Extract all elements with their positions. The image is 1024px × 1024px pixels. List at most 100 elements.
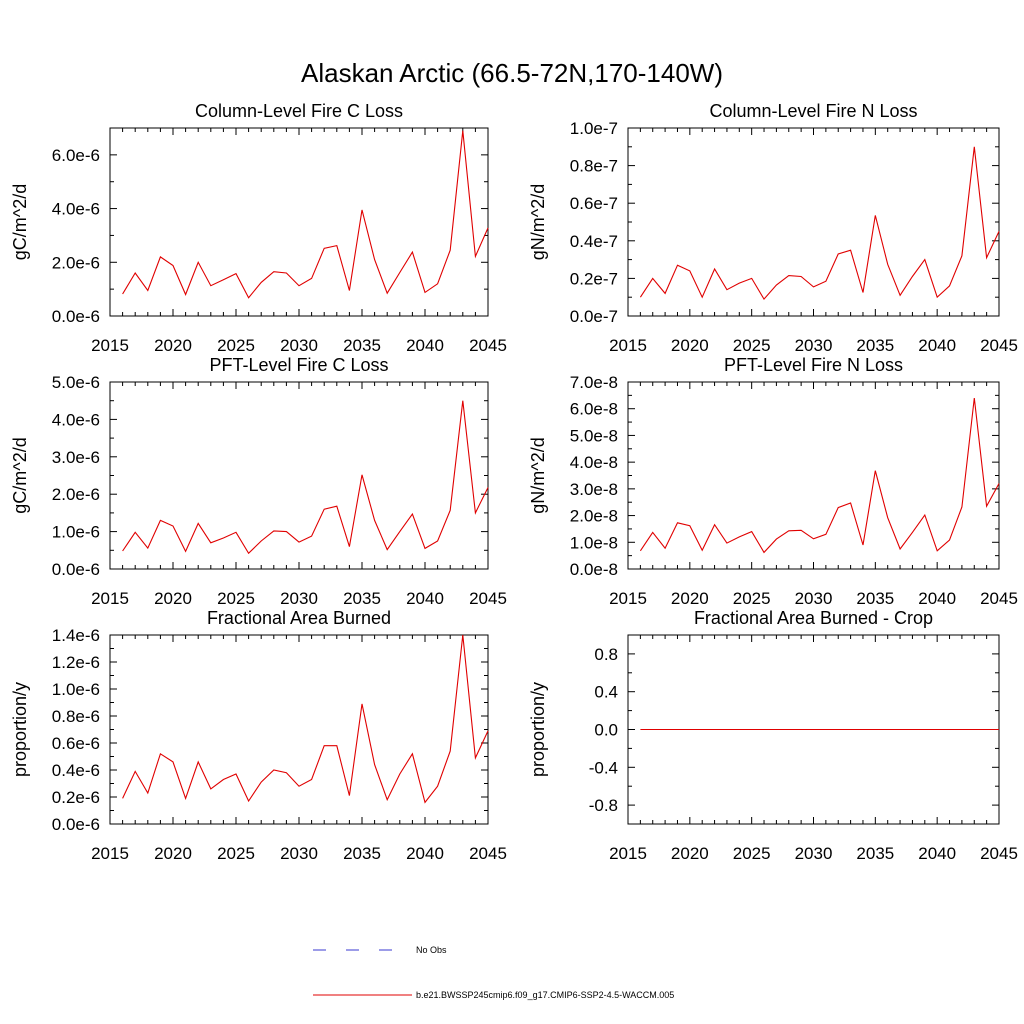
y-axis-label: gC/m^2/d: [10, 437, 30, 513]
y-tick-label: -0.8: [589, 796, 618, 815]
x-tick-label: 2015: [91, 589, 129, 608]
legend-label-no-obs: No Obs: [416, 945, 447, 955]
y-tick-label: -0.4: [589, 758, 618, 777]
y-tick-label: 0.0e-6: [52, 815, 100, 834]
y-tick-label: 2.0e-6: [52, 253, 100, 272]
panel-title: PFT-Level Fire C Loss: [209, 355, 388, 375]
x-tick-label: 2020: [671, 336, 709, 355]
y-tick-label: 3.0e-8: [570, 480, 618, 499]
y-tick-label: 0.6e-6: [52, 734, 100, 753]
y-tick-label: 4.0e-8: [570, 453, 618, 472]
y-tick-label: 1.0e-6: [52, 523, 100, 542]
y-tick-label: 4.0e-6: [52, 200, 100, 219]
plot-frame: [109, 381, 489, 570]
x-tick-label: 2045: [469, 589, 507, 608]
y-axis-label: proportion/y: [10, 682, 30, 777]
x-tick-label: 2020: [154, 589, 192, 608]
y-tick-label: 0.0e-6: [52, 560, 100, 579]
y-tick-label: 4.0e-6: [52, 410, 100, 429]
panel-area-burned: Fractional Area Burned proportion/y 2015 20…: [10, 608, 507, 863]
x-tick-label: 2035: [856, 589, 894, 608]
x-tick-label: 2045: [469, 336, 507, 355]
x-tick-label: 2045: [469, 844, 507, 863]
x-tick-label: 2015: [609, 844, 647, 863]
plot-frame: [627, 381, 1000, 570]
y-axis-label: gN/m^2/d: [528, 184, 548, 260]
series-line: [122, 634, 489, 804]
panel-title: PFT-Level Fire N Loss: [724, 355, 903, 375]
panel-pft-fire-n: PFT-Level Fire N Loss gN/m^2/d 2015 2020 202…: [528, 355, 1018, 608]
series-line: [639, 397, 1000, 554]
x-tick-label: 2040: [406, 844, 444, 863]
series-line: [122, 400, 489, 555]
panel-column-fire-c: Column-Level Fire C Loss gC/m^2/d 2015 2020…: [10, 101, 507, 355]
x-tick-label: 2020: [671, 589, 709, 608]
y-tick-label: 3.0e-6: [52, 448, 100, 467]
x-tick-label: 2030: [280, 336, 318, 355]
y-tick-label: 0.0e-6: [52, 307, 100, 326]
y-tick-label: 6.0e-6: [52, 146, 100, 165]
y-tick-label: 0.2e-7: [570, 269, 618, 288]
y-tick-label: 1.0e-8: [570, 533, 618, 552]
x-tick-label: 2030: [795, 844, 833, 863]
y-tick-label: 5.0e-8: [570, 426, 618, 445]
y-tick-label: 0.6e-7: [570, 194, 618, 213]
y-tick-label: 1.0e-7: [570, 119, 618, 138]
x-tick-label: 2040: [918, 336, 956, 355]
x-tick-label: 2030: [280, 589, 318, 608]
y-tick-label: 0.4e-6: [52, 761, 100, 780]
x-tick-label: 2030: [795, 336, 833, 355]
x-tick-label: 2030: [280, 844, 318, 863]
x-tick-label: 2035: [343, 844, 381, 863]
x-tick-label: 2015: [91, 336, 129, 355]
plot-frame: [627, 127, 1000, 317]
x-tick-label: 2025: [733, 844, 771, 863]
x-tick-label: 2035: [856, 336, 894, 355]
y-tick-label: 0.0e-7: [570, 307, 618, 326]
y-tick-label: 1.2e-6: [52, 653, 100, 672]
panel-title: Column-Level Fire N Loss: [709, 101, 917, 121]
x-tick-label: 2045: [980, 336, 1018, 355]
x-tick-label: 2015: [609, 336, 647, 355]
y-tick-label: 0.8e-7: [570, 157, 618, 176]
x-tick-label: 2020: [154, 844, 192, 863]
panel-area-burned-crop: Fractional Area Burned - Crop proportion/…: [528, 608, 1018, 863]
x-tick-label: 2035: [343, 589, 381, 608]
x-tick-label: 2040: [406, 589, 444, 608]
x-tick-label: 2025: [733, 336, 771, 355]
legend: No Obs b.e21.BWSSP245cmip6.f09_g17.CMIP6…: [313, 945, 674, 1000]
panel-title: Fractional Area Burned: [207, 608, 391, 628]
y-tick-label: 0.0e-8: [570, 560, 618, 579]
y-axis-label: proportion/y: [528, 682, 548, 777]
y-axis-label: gC/m^2/d: [10, 184, 30, 260]
y-tick-label: 0.4: [594, 683, 618, 702]
y-tick-label: 2.0e-8: [570, 507, 618, 526]
x-tick-label: 2020: [671, 844, 709, 863]
y-tick-label: 1.4e-6: [52, 626, 100, 645]
y-tick-label: 2.0e-6: [52, 485, 100, 504]
x-tick-label: 2040: [918, 589, 956, 608]
x-tick-label: 2015: [91, 844, 129, 863]
x-tick-label: 2020: [154, 336, 192, 355]
legend-label-model: b.e21.BWSSP245cmip6.f09_g17.CMIP6-SSP2-4…: [416, 990, 674, 1000]
x-tick-label: 2035: [343, 336, 381, 355]
y-tick-label: 0.0: [594, 721, 618, 740]
x-tick-label: 2040: [406, 336, 444, 355]
y-tick-label: 5.0e-6: [52, 373, 100, 392]
x-tick-label: 2025: [217, 336, 255, 355]
y-tick-label: 0.2e-6: [52, 788, 100, 807]
series-line: [639, 146, 1000, 301]
x-tick-label: 2045: [980, 844, 1018, 863]
x-tick-label: 2025: [217, 844, 255, 863]
x-tick-label: 2025: [733, 589, 771, 608]
y-tick-label: 6.0e-8: [570, 400, 618, 419]
x-tick-label: 2015: [609, 589, 647, 608]
figure-title: Alaskan Arctic (66.5-72N,170-140W): [301, 58, 723, 88]
panel-title: Column-Level Fire C Loss: [195, 101, 403, 121]
x-tick-label: 2045: [980, 589, 1018, 608]
series-line: [122, 130, 489, 299]
y-tick-label: 0.4e-7: [570, 232, 618, 251]
x-tick-label: 2035: [856, 844, 894, 863]
x-tick-label: 2040: [918, 844, 956, 863]
